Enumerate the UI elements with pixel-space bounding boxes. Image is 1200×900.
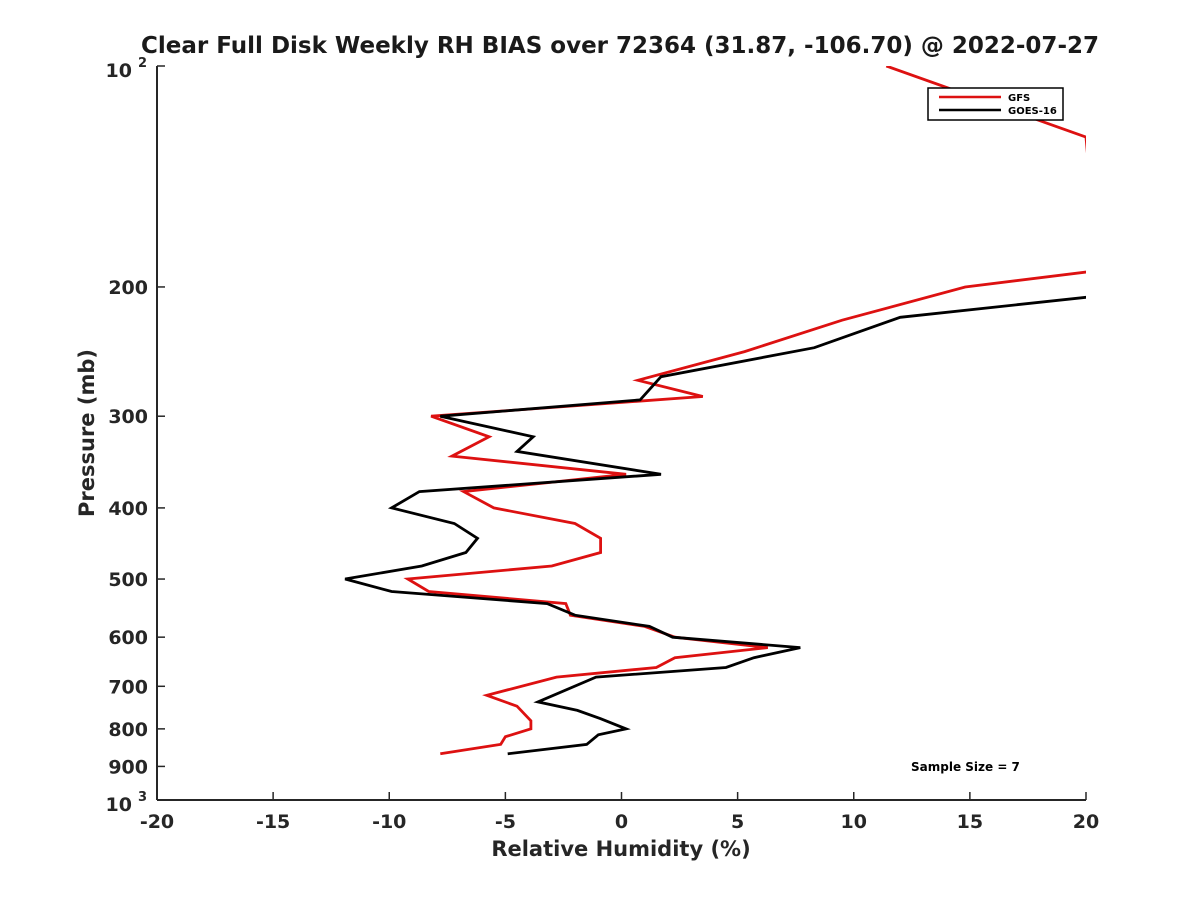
legend: GFS GOES-16 — [927, 87, 1064, 121]
x-tick-label: -20 — [140, 811, 174, 833]
series-line-goes16 — [344, 295, 1086, 756]
y-tick-label: 500 — [108, 569, 148, 591]
sample-size-annotation: Sample Size = 7 — [911, 760, 1020, 774]
y-tick-exponent: 2 — [138, 56, 147, 71]
y-tick-label: 300 — [108, 406, 148, 428]
x-tick-label: -15 — [256, 811, 290, 833]
y-tick-exponent: 3 — [138, 790, 147, 805]
y-tick-label: 10 — [106, 794, 132, 816]
y-tick-label: 400 — [108, 498, 148, 520]
y-tick-label: 200 — [108, 277, 148, 299]
y-tick-label: 800 — [108, 719, 148, 741]
x-tick-label: 5 — [731, 811, 744, 833]
plot-background — [157, 66, 1086, 800]
series-line-gfs — [403, 66, 1086, 756]
x-tick-label: 15 — [957, 811, 983, 833]
y-tick-label: 10 — [106, 60, 132, 82]
x-ticks: -20 -15 -10 -5 0 5 10 15 20 — [140, 792, 1099, 833]
legend-label-gfs: GFS — [1008, 93, 1030, 104]
series-layer — [344, 66, 1086, 756]
x-tick-label: -10 — [372, 811, 406, 833]
legend-label-goes16: GOES-16 — [1008, 106, 1057, 117]
x-tick-label: 20 — [1073, 811, 1099, 833]
y-axis-label: Pressure (mb) — [75, 349, 99, 517]
x-tick-label: -5 — [495, 811, 516, 833]
y-tick-label: 600 — [108, 627, 148, 649]
x-tick-label: 10 — [841, 811, 867, 833]
y-ticks: 10 2 200 300 400 500 600 700 800 900 10 3 — [106, 56, 165, 816]
y-tick-label: 900 — [108, 756, 148, 778]
x-axis-label: Relative Humidity (%) — [491, 837, 750, 861]
chart-title: Clear Full Disk Weekly RH BIAS over 7236… — [141, 33, 1099, 59]
x-tick-label: 0 — [615, 811, 628, 833]
legend-box — [927, 87, 1064, 121]
y-tick-label: 700 — [108, 676, 148, 698]
